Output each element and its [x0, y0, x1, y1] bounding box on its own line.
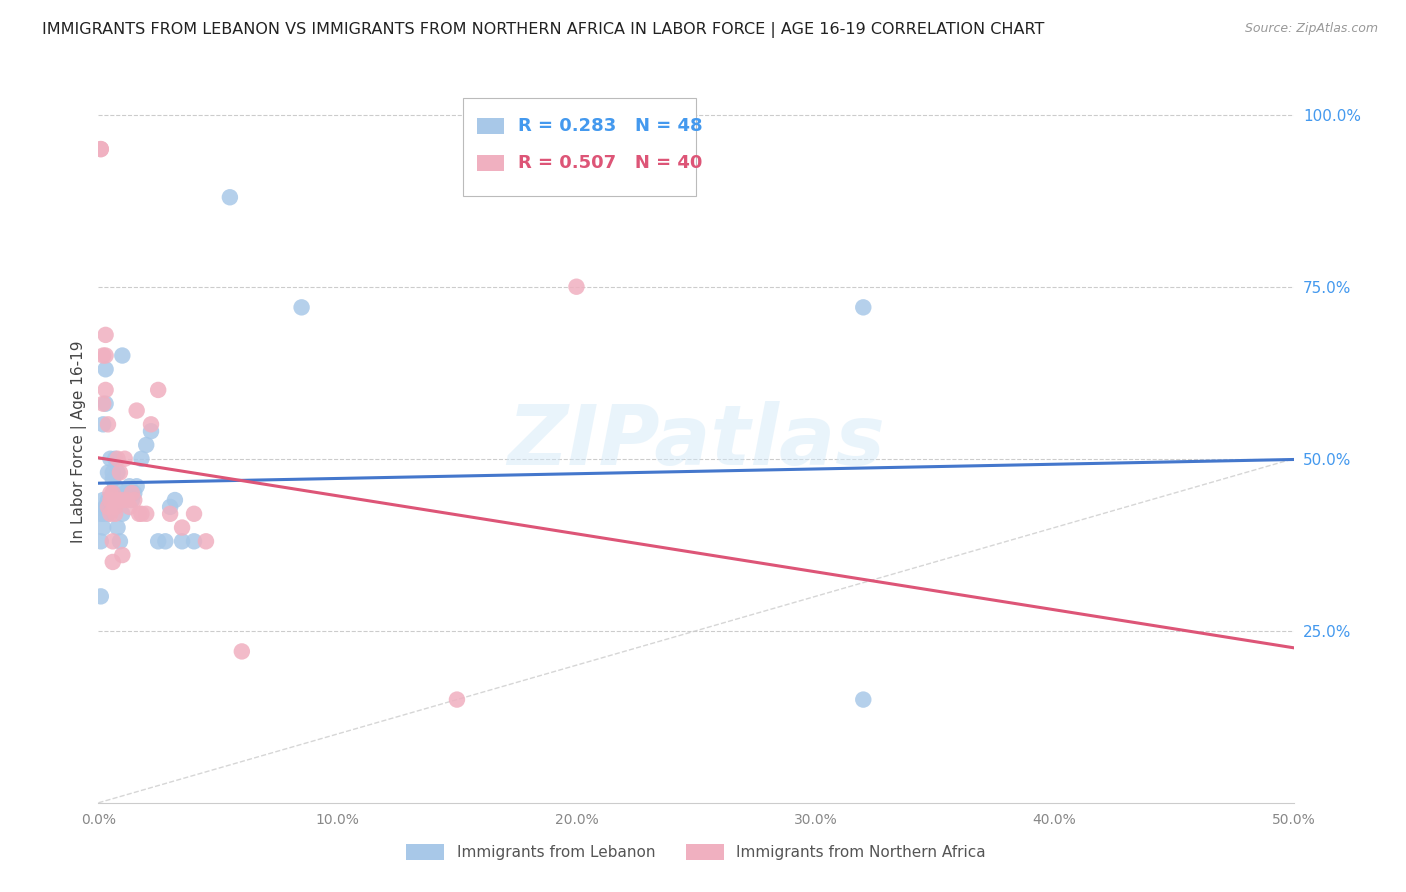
Point: [118, 479, 141, 493]
Point: [114, 451, 136, 466]
Point: [90, 590, 112, 604]
Point: [97, 507, 120, 521]
Point: [118, 500, 141, 514]
Point: [108, 534, 131, 549]
Point: [91, 397, 114, 411]
Point: [159, 500, 181, 514]
Point: [91, 493, 114, 508]
Point: [139, 424, 162, 438]
Point: [94, 362, 117, 376]
Point: [121, 486, 143, 500]
Point: [94, 383, 117, 397]
Point: [101, 466, 124, 480]
Point: [90, 142, 112, 156]
Point: [111, 548, 134, 562]
Legend: Immigrants from Lebanon, Immigrants from Northern Africa: Immigrants from Lebanon, Immigrants from…: [406, 844, 986, 860]
Point: [98, 493, 122, 508]
Point: [97, 493, 120, 508]
Point: [91, 417, 114, 432]
Point: [101, 555, 124, 569]
Point: [183, 534, 205, 549]
Point: [90, 142, 112, 156]
Point: [124, 493, 146, 508]
Point: [172, 520, 194, 534]
Point: [852, 692, 875, 706]
Point: [446, 692, 468, 706]
Point: [94, 327, 117, 342]
Point: [98, 451, 122, 466]
Point: [108, 493, 131, 508]
Point: [101, 486, 124, 500]
Point: [135, 438, 157, 452]
Point: [155, 534, 177, 549]
Point: [98, 486, 122, 500]
Point: [183, 507, 205, 521]
Point: [94, 500, 117, 514]
Point: [128, 507, 150, 521]
Point: [90, 507, 112, 521]
Text: ZIPatlas: ZIPatlas: [508, 401, 884, 482]
Point: [159, 507, 181, 521]
Point: [125, 403, 148, 417]
Point: [97, 466, 120, 480]
Point: [90, 534, 112, 549]
Point: [97, 500, 120, 514]
Point: [104, 507, 127, 521]
Point: [98, 500, 122, 514]
Point: [107, 520, 129, 534]
Text: IMMIGRANTS FROM LEBANON VS IMMIGRANTS FROM NORTHERN AFRICA IN LABOR FORCE | AGE : IMMIGRANTS FROM LEBANON VS IMMIGRANTS FR…: [42, 22, 1045, 38]
Point: [219, 190, 242, 204]
Point: [852, 301, 875, 315]
Point: [107, 451, 129, 466]
Point: [172, 534, 194, 549]
Point: [108, 466, 131, 480]
Point: [148, 383, 170, 397]
Point: [101, 472, 124, 486]
Point: [104, 479, 127, 493]
Text: R = 0.507   N = 40: R = 0.507 N = 40: [517, 154, 702, 172]
Point: [111, 507, 134, 521]
Point: [121, 493, 143, 508]
FancyBboxPatch shape: [477, 118, 503, 134]
Point: [91, 520, 114, 534]
Point: [94, 500, 117, 514]
Point: [104, 500, 127, 514]
Point: [195, 534, 218, 549]
Point: [565, 279, 588, 293]
Point: [148, 534, 170, 549]
Point: [104, 500, 127, 514]
Point: [131, 507, 153, 521]
Point: [101, 486, 124, 500]
Point: [98, 493, 122, 508]
Point: [91, 507, 114, 521]
Point: [111, 349, 134, 363]
Point: [115, 493, 138, 508]
Point: [111, 493, 134, 508]
Point: [231, 644, 253, 658]
Point: [94, 397, 117, 411]
Point: [131, 451, 153, 466]
Point: [101, 534, 124, 549]
Point: [107, 493, 129, 508]
FancyBboxPatch shape: [477, 155, 503, 171]
Point: [135, 507, 157, 521]
Y-axis label: In Labor Force | Age 16-19: In Labor Force | Age 16-19: [72, 340, 87, 543]
Point: [104, 451, 127, 466]
Point: [291, 301, 314, 315]
Point: [115, 486, 138, 500]
Point: [114, 486, 136, 500]
Point: [163, 493, 186, 508]
Point: [91, 349, 114, 363]
Point: [139, 417, 162, 432]
Text: R = 0.283   N = 48: R = 0.283 N = 48: [517, 117, 703, 135]
Point: [98, 507, 122, 521]
Point: [94, 349, 117, 363]
Point: [107, 466, 129, 480]
Point: [125, 479, 148, 493]
Point: [97, 417, 120, 432]
Text: Source: ZipAtlas.com: Source: ZipAtlas.com: [1244, 22, 1378, 36]
Point: [124, 486, 146, 500]
FancyBboxPatch shape: [463, 98, 696, 196]
